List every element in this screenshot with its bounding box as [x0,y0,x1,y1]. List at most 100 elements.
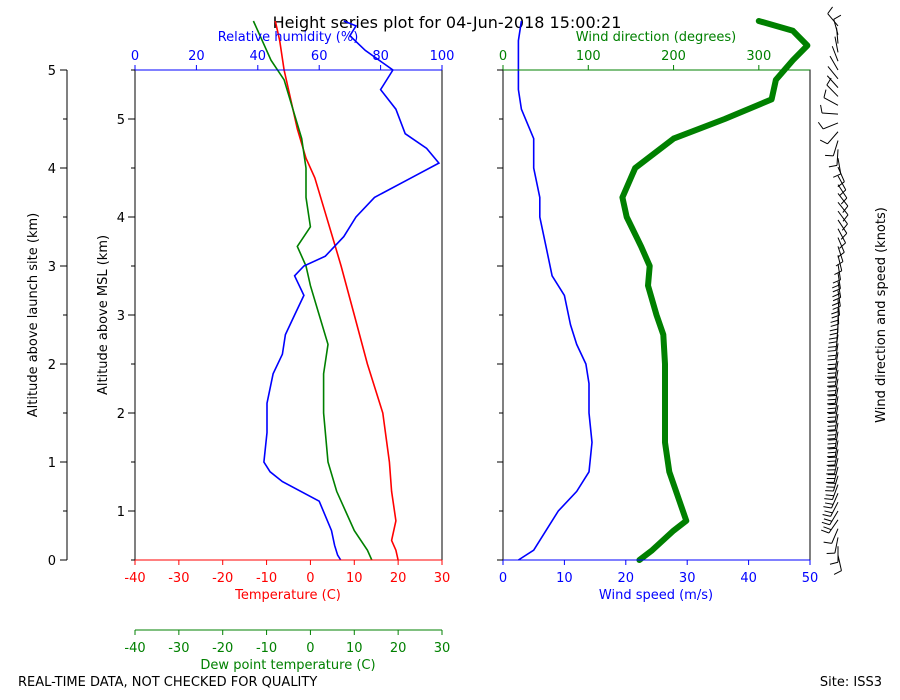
wind-barb [824,484,839,501]
temp-tick-label-1: -30 [168,571,189,586]
dewpoint-tick-label-3: -10 [256,641,277,656]
wind-barb [827,334,839,352]
rh-axis-label: Relative humidity (%) [218,30,359,45]
wind-speed-tick-label-5: 50 [802,571,819,586]
thermo-series-line-0 [274,20,399,561]
msl-alt-tick-label-3: 4 [117,211,125,226]
wind-dir-tick-label-2: 200 [661,49,686,64]
temp-tick-label-4: 0 [306,571,314,586]
msl-altitude-axis-label: Altitude above MSL (km) [96,235,111,395]
wind-dir-tick-label-0: 0 [499,49,507,64]
wind-speed-tick-label-3: 30 [679,571,696,586]
wind-barb [837,237,845,258]
wind-barb [826,396,839,414]
wind-barb [826,387,839,405]
wind-barbs-group [817,6,849,575]
wind-barb [826,449,839,466]
dewpoint-tick-label-0: -40 [124,641,145,656]
wind-barb [826,378,839,396]
rh-tick-label-4: 80 [372,49,389,64]
wind-dir-axis-label: Wind direction (degrees) [576,30,736,45]
temp-tick-label-6: 20 [390,571,407,586]
wind-barb [823,493,839,509]
wind-barb [829,316,839,336]
temp-axis-label: Temperature (C) [234,588,341,603]
wind-barb [828,149,839,168]
msl-alt-tick-label-2: 3 [117,309,125,324]
temp-tick-label-5: 10 [346,571,363,586]
wind-barb [826,369,839,387]
site-alt-tick-label-5: 5 [48,64,56,79]
msl-alt-tick-label-0: 1 [117,505,125,520]
wind-barb [827,352,839,370]
wind-barb [837,228,847,249]
wind-barb [837,166,845,188]
wind-speed-tick-label-4: 40 [740,571,757,586]
site-alt-tick-label-0: 0 [48,554,56,569]
rh-tick-label-5: 100 [430,49,455,64]
wind-panel: 0 10 20 30 40 50 0 100 200 300 Wind direction (de… [497,6,889,603]
wind-barb [825,466,839,483]
wind-barb [817,121,839,130]
wind-barb [837,210,848,231]
thermo-series-line-2 [263,20,441,561]
site-alt-tick-label-1: 1 [48,456,56,471]
thermo-panel: 0 20 40 60 80 100-40 -30 -20 -10 0 10 20 30-40 -30 -20… [26,20,455,673]
wind-barb [826,75,839,88]
wind-barb [837,219,848,240]
wind-barb [833,554,842,575]
wind-barb [820,104,839,115]
temp-tick-label-2: -20 [212,571,233,586]
wind-barb [823,528,839,544]
wind-barb [826,413,839,431]
rh-tick-label-1: 20 [188,49,205,64]
rh-tick-label-3: 60 [311,49,328,64]
wind-barb [837,193,849,213]
footer-site: Site: ISS3 [820,675,882,690]
chart-title: Height series plot for 04-Jun-2018 15:00… [273,13,622,32]
wind-barb [826,431,839,449]
rh-tick-label-2: 40 [250,49,267,64]
thermo-series-group [252,20,441,561]
wind-barb [827,343,839,361]
temp-tick-label-7: 30 [434,571,451,586]
wind-speed-line [517,20,593,561]
wind-barb [835,246,844,267]
wind-barb [819,131,839,145]
wind-barbs-axis-label: Wind direction and speed (knots) [874,207,889,423]
rh-tick-label-0: 0 [131,49,139,64]
dewpoint-tick-label-4: 0 [306,641,314,656]
site-altitude-axis-label: Altitude above launch site (km) [26,213,41,417]
wind-series-group [517,18,811,563]
wind-barb [827,66,839,80]
site-alt-tick-label-3: 3 [48,260,56,275]
wind-barb [831,290,841,310]
msl-alt-tick-label-4: 5 [117,113,125,128]
wind-speed-tick-label-2: 20 [618,571,635,586]
wind-barb [821,519,839,534]
wind-barb [826,405,839,422]
footer-quality-note: REAL-TIME DATA, NOT CHECKED FOR QUALITY [18,675,317,690]
wind-dir-tick-label-1: 100 [576,49,601,64]
thermo-plot-frame [134,69,443,561]
site-alt-tick-label-2: 2 [48,358,56,373]
temp-tick-label-3: -10 [256,571,277,586]
wind-speed-tick-label-1: 10 [556,571,573,586]
wind-barb [823,89,839,106]
wind-barb [827,360,839,378]
wind-barb [826,457,839,475]
thermo-series-line-1 [252,20,373,561]
msl-alt-tick-label-1: 2 [117,407,125,422]
dewpoint-tick-label-2: -20 [212,641,233,656]
dewpoint-axis-label: Dew point temperature (C) [200,658,375,673]
wind-barb [837,175,847,196]
wind-dir-tick-label-3: 300 [746,49,771,64]
wind-barb [834,36,839,53]
wind-direction-line [619,18,811,563]
wind-barb [829,55,839,71]
temp-tick-label-0: -40 [124,571,145,586]
wind-barb [826,422,839,440]
wind-barb [837,184,848,205]
dewpoint-tick-label-5: 10 [346,641,363,656]
wind-barb [837,201,849,222]
